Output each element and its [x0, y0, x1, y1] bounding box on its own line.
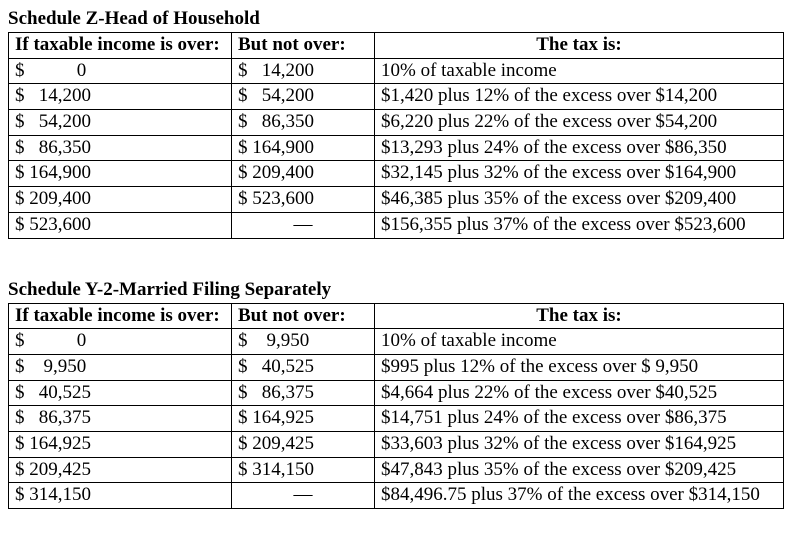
- cell-income-over: $ 40,525: [9, 380, 232, 406]
- cell-tax: $4,664 plus 22% of the excess over $40,5…: [375, 380, 784, 406]
- cell-tax: $1,420 plus 12% of the excess over $14,2…: [375, 84, 784, 110]
- cell-income-over: $ 9,950: [9, 354, 232, 380]
- cell-tax: $13,293 plus 24% of the excess over $86,…: [375, 135, 784, 161]
- cell-income-over: $ 314,150: [9, 483, 232, 509]
- cell-tax: 10% of taxable income: [375, 58, 784, 84]
- table-row: $ 314,150—$84,496.75 plus 37% of the exc…: [9, 483, 784, 509]
- cell-income-over: $ 0: [9, 329, 232, 355]
- cell-income-not-over: $ 86,350: [232, 110, 375, 136]
- cell-income-over: $ 86,375: [9, 406, 232, 432]
- cell-income-not-over: $ 209,425: [232, 431, 375, 457]
- cell-tax: $46,385 plus 35% of the excess over $209…: [375, 187, 784, 213]
- cell-income-not-over: $ 164,925: [232, 406, 375, 432]
- cell-tax: $32,145 plus 32% of the excess over $164…: [375, 161, 784, 187]
- cell-income-over: $ 86,350: [9, 135, 232, 161]
- cell-income-not-over: $ 164,900: [232, 135, 375, 161]
- cell-income-not-over: $ 9,950: [232, 329, 375, 355]
- table-row: $ 86,350$ 164,900$13,293 plus 24% of the…: [9, 135, 784, 161]
- table-row: $ 0$ 14,20010% of taxable income: [9, 58, 784, 84]
- cell-income-not-over: —: [232, 483, 375, 509]
- tax-table: If taxable income is over:But not over:T…: [8, 303, 784, 510]
- column-header: If taxable income is over:: [9, 33, 232, 59]
- cell-tax: $84,496.75 plus 37% of the excess over $…: [375, 483, 784, 509]
- schedule-block: Schedule Z-Head of Household If taxable i…: [8, 8, 784, 239]
- table-row: $ 9,950$ 40,525$995 plus 12% of the exce…: [9, 354, 784, 380]
- table-header-row: If taxable income is over:But not over:T…: [9, 303, 784, 329]
- cell-tax: $14,751 plus 24% of the excess over $86,…: [375, 406, 784, 432]
- cell-income-over: $ 164,900: [9, 161, 232, 187]
- cell-income-not-over: $ 314,150: [232, 457, 375, 483]
- cell-tax: 10% of taxable income: [375, 329, 784, 355]
- cell-tax: $156,355 plus 37% of the excess over $52…: [375, 212, 784, 238]
- cell-income-over: $ 164,925: [9, 431, 232, 457]
- table-header-row: If taxable income is over:But not over:T…: [9, 33, 784, 59]
- table-row: $ 164,900$ 209,400$32,145 plus 32% of th…: [9, 161, 784, 187]
- table-row: $ 86,375$ 164,925$14,751 plus 24% of the…: [9, 406, 784, 432]
- table-row: $ 14,200$ 54,200$1,420 plus 12% of the e…: [9, 84, 784, 110]
- schedule-title: Schedule Z-Head of Household: [8, 8, 784, 30]
- column-header: The tax is:: [375, 33, 784, 59]
- table-row: $ 209,425$ 314,150$47,843 plus 35% of th…: [9, 457, 784, 483]
- table-row: $ 523,600—$156,355 plus 37% of the exces…: [9, 212, 784, 238]
- column-header: If taxable income is over:: [9, 303, 232, 329]
- table-row: $ 0$ 9,95010% of taxable income: [9, 329, 784, 355]
- tax-table: If taxable income is over:But not over:T…: [8, 32, 784, 239]
- cell-income-not-over: $ 86,375: [232, 380, 375, 406]
- cell-income-over: $ 0: [9, 58, 232, 84]
- cell-income-not-over: —: [232, 212, 375, 238]
- cell-tax: $6,220 plus 22% of the excess over $54,2…: [375, 110, 784, 136]
- cell-income-not-over: $ 40,525: [232, 354, 375, 380]
- cell-income-not-over: $ 54,200: [232, 84, 375, 110]
- cell-income-over: $ 209,400: [9, 187, 232, 213]
- table-row: $ 54,200$ 86,350$6,220 plus 22% of the e…: [9, 110, 784, 136]
- table-row: $ 40,525$ 86,375$4,664 plus 22% of the e…: [9, 380, 784, 406]
- cell-income-not-over: $ 209,400: [232, 161, 375, 187]
- cell-income-not-over: $ 14,200: [232, 58, 375, 84]
- cell-income-not-over: $ 523,600: [232, 187, 375, 213]
- table-row: $ 164,925$ 209,425$33,603 plus 32% of th…: [9, 431, 784, 457]
- table-row: $ 209,400$ 523,600$46,385 plus 35% of th…: [9, 187, 784, 213]
- cell-tax: $33,603 plus 32% of the excess over $164…: [375, 431, 784, 457]
- cell-tax: $47,843 plus 35% of the excess over $209…: [375, 457, 784, 483]
- column-header: But not over:: [232, 303, 375, 329]
- schedule-block: Schedule Y-2-Married Filing SeparatelyIf…: [8, 279, 784, 510]
- schedule-title: Schedule Y-2-Married Filing Separately: [8, 279, 784, 301]
- cell-income-over: $ 54,200: [9, 110, 232, 136]
- cell-income-over: $ 523,600: [9, 212, 232, 238]
- column-header: The tax is:: [375, 303, 784, 329]
- cell-income-over: $ 209,425: [9, 457, 232, 483]
- cell-income-over: $ 14,200: [9, 84, 232, 110]
- cell-tax: $995 plus 12% of the excess over $ 9,950: [375, 354, 784, 380]
- column-header: But not over:: [232, 33, 375, 59]
